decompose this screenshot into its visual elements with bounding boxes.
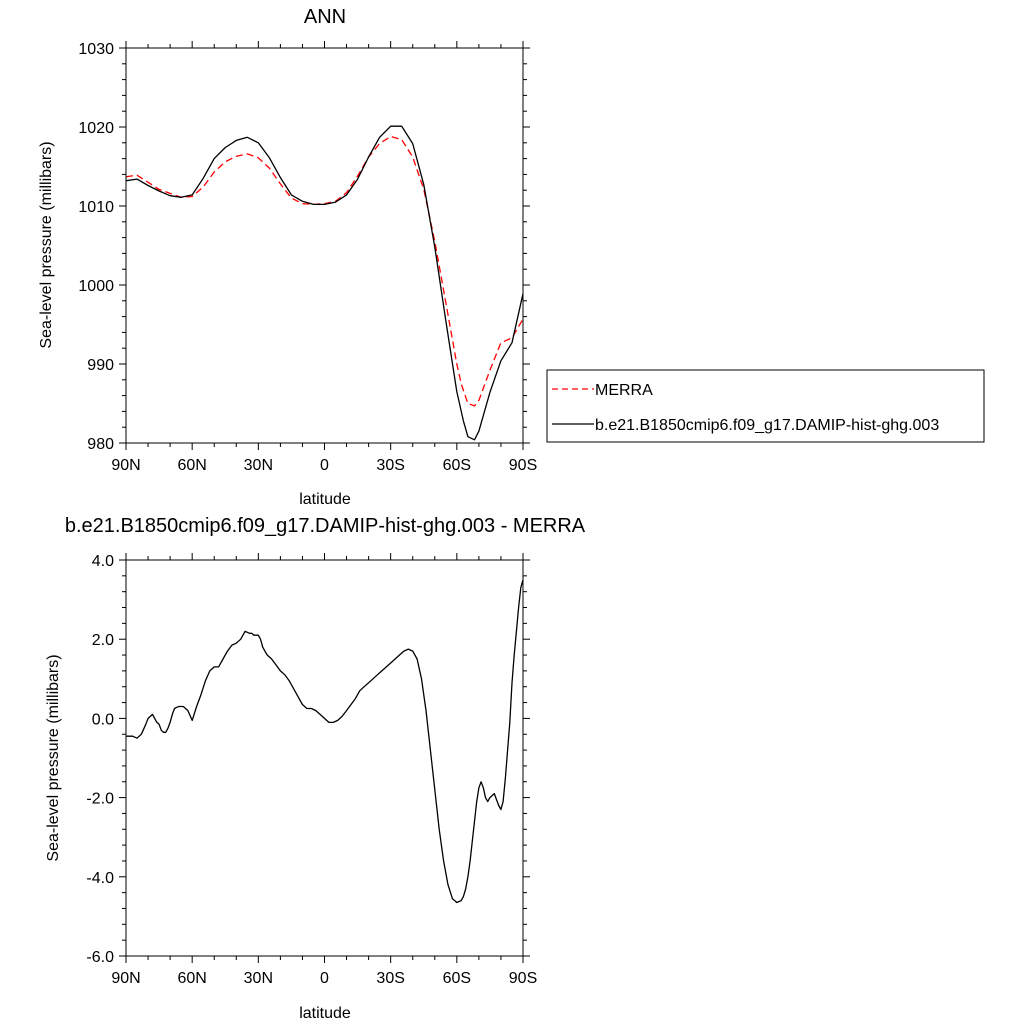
panel-top-x-tick-label: 60N	[177, 457, 206, 474]
panel-top-x-tick-label: 60S	[443, 457, 471, 474]
panel-bottom-x-tick-label: 30N	[244, 970, 273, 987]
panel-bottom-x-tick-label: 30S	[376, 970, 404, 987]
panel-top-title: ANN	[304, 6, 346, 28]
legend-label-merra: MERRA	[595, 382, 653, 399]
panel-bottom-y-tick-label: 2.0	[92, 632, 114, 649]
panel-top: ANN 90N 60N 30N 0 30S 60S 90S 980 990 1000 1010 102…	[38, 6, 537, 508]
panel-top-ticks: 90N 60N 30N 0 30S 60S 90S 980 990 1000 1010 1020 103…	[78, 41, 537, 474]
panel-top-y-tick-label: 1000	[78, 278, 114, 295]
panel-bottom-x-axis-title: latitude	[299, 1005, 351, 1022]
panel-top-y-axis-title: Sea-level pressure (millibars)	[38, 141, 55, 348]
panel-bottom-series-line-0	[126, 579, 524, 904]
panel-top-y-tick-label: 1010	[78, 199, 114, 216]
panel-bottom-y-tick-label: -6.0	[86, 949, 114, 966]
panel-bottom-y-tick-label: 4.0	[92, 553, 114, 570]
panel-top-y-tick-label: 1020	[78, 120, 114, 137]
legend: MERRA b.e21.B1850cmip6.f09_g17.DAMIP-his…	[546, 369, 985, 443]
panel-bottom-plot-frame	[125, 559, 524, 957]
panel-top-y-tick-label: 1030	[78, 41, 114, 58]
panel-bottom: b.e21.B1850cmip6.f09_g17.DAMIP-hist-ghg.…	[45, 515, 586, 1022]
legend-label-model: b.e21.B1850cmip6.f09_g17.DAMIP-hist-ghg.…	[595, 417, 939, 434]
panel-bottom-x-tick-label: 90N	[111, 970, 140, 987]
panel-top-series-line-1	[125, 125, 524, 441]
panel-bottom-x-tick-label: 0	[320, 970, 329, 987]
panel-top-y-tick-label: 980	[87, 436, 114, 453]
panel-top-x-tick-label: 30N	[244, 457, 273, 474]
panel-bottom-y-tick-label: -2.0	[86, 791, 114, 808]
panel-bottom-x-tick-label: 90S	[509, 970, 537, 987]
panel-bottom-x-tick-label: 60N	[177, 970, 206, 987]
panel-top-series-line-0	[125, 135, 524, 407]
panel-top-y-tick-label: 990	[87, 357, 114, 374]
panel-top-x-tick-label: 30S	[376, 457, 404, 474]
panel-top-lines	[125, 125, 524, 441]
panel-top-plot-frame	[125, 47, 524, 444]
panel-bottom-ticks: 90N 60N 30N 0 30S 60S 90S -6.0 -4.0 -2.0 0.0 2.0 4.0	[86, 553, 537, 987]
panel-bottom-lines	[126, 579, 524, 904]
legend-box	[546, 369, 985, 443]
panel-top-x-tick-label: 90S	[509, 457, 537, 474]
panel-bottom-y-tick-label: 0.0	[92, 711, 114, 728]
panel-bottom-y-axis-title: Sea-level pressure (millibars)	[45, 654, 62, 861]
panel-bottom-x-tick-label: 60S	[443, 970, 471, 987]
panel-top-x-tick-label: 90N	[111, 457, 140, 474]
panel-bottom-y-tick-label: -4.0	[86, 870, 114, 887]
panel-bottom-title: b.e21.B1850cmip6.f09_g17.DAMIP-hist-ghg.…	[65, 515, 586, 537]
panel-top-x-axis-title: latitude	[299, 491, 351, 508]
panel-top-x-tick-label: 0	[320, 457, 329, 474]
